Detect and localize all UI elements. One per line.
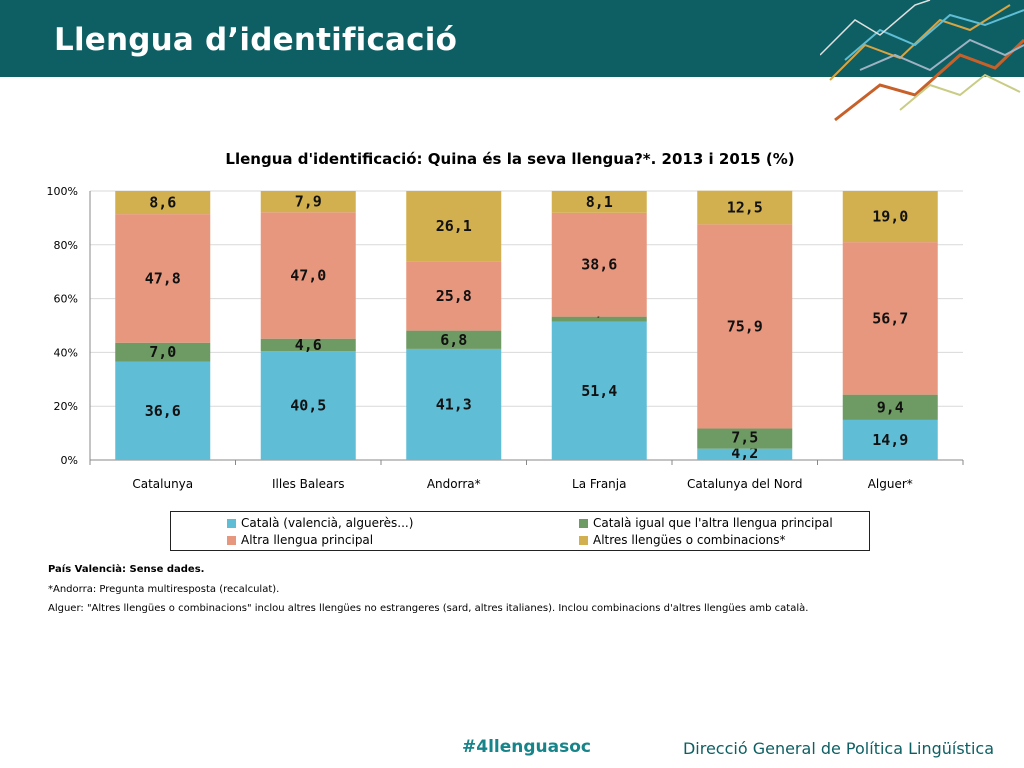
data-label: 19,0 bbox=[872, 208, 908, 226]
organization-name: Direcció General de Política Lingüística bbox=[682, 739, 994, 758]
category-label: Catalunya bbox=[132, 477, 193, 491]
data-label: 8,6 bbox=[149, 194, 176, 212]
legend-swatch bbox=[579, 518, 588, 528]
category-label: Alguer* bbox=[868, 477, 913, 491]
data-label: 40,5 bbox=[290, 397, 326, 415]
bar-segment bbox=[115, 214, 211, 343]
data-label: 9,4 bbox=[877, 398, 904, 416]
data-label: 47,0 bbox=[290, 266, 326, 284]
chart-legend: Català (valencià, alguerès...) Català ig… bbox=[170, 511, 870, 551]
legend-item-altres-llengues: Altres llengües o combinacions* bbox=[579, 533, 786, 547]
data-label: 51,4 bbox=[581, 382, 617, 400]
bar-segment bbox=[406, 330, 502, 349]
legend-item-catala-igual: Català igual que l'altra llengua princip… bbox=[579, 516, 833, 530]
stacked-bar-chart: 0% 20% 40% 60% 80% 100% 36,6 7,0 47,8 8,6 Cataluny… bbox=[47, 185, 964, 491]
y-tick-label: 60% bbox=[54, 293, 78, 306]
bar-segment bbox=[260, 191, 356, 213]
bar-segment bbox=[551, 321, 647, 460]
data-label: 56,7 bbox=[872, 309, 908, 327]
y-tick-label: 20% bbox=[54, 400, 78, 413]
bar-segment bbox=[697, 224, 793, 429]
bar-segment bbox=[697, 448, 793, 460]
data-label: 75,9 bbox=[727, 317, 763, 335]
note-andorra: *Andorra: Pregunta multiresposta (recalc… bbox=[48, 584, 280, 595]
legend-swatch bbox=[227, 535, 236, 545]
data-label: 8,1 bbox=[586, 193, 613, 211]
data-label: 12,5 bbox=[727, 199, 763, 217]
category-label: Catalunya del Nord bbox=[687, 477, 802, 491]
bar-segment bbox=[406, 261, 502, 331]
y-tick-label: 40% bbox=[54, 346, 78, 359]
header-bar: Llengua d’identificació bbox=[0, 0, 1024, 122]
legend-swatch bbox=[227, 518, 236, 528]
bar-segment bbox=[697, 190, 793, 225]
data-label: 6,8 bbox=[440, 331, 467, 349]
note-alguer: Alguer: "Altres llengües o combinacions"… bbox=[48, 603, 809, 614]
y-tick-label: 80% bbox=[54, 239, 78, 252]
bar-segment bbox=[842, 394, 938, 420]
data-label: 7,5 bbox=[731, 429, 758, 447]
bar-segment bbox=[697, 428, 793, 449]
bar-segment bbox=[115, 191, 211, 215]
category-label: Illes Balears bbox=[272, 477, 345, 491]
bar-segment bbox=[842, 419, 938, 460]
bar-segment bbox=[115, 342, 211, 362]
legend-item-catala: Català (valencià, alguerès...) bbox=[227, 516, 413, 530]
bar-segment bbox=[551, 316, 647, 322]
decorative-lines-graphic bbox=[820, 0, 1024, 122]
data-label: 25,8 bbox=[436, 287, 472, 305]
note-pais-valencia: País Valencià: Sense dades. bbox=[48, 564, 205, 575]
bar-segment bbox=[260, 338, 356, 352]
category-label: Andorra* bbox=[427, 477, 481, 491]
bar-segment bbox=[842, 242, 938, 395]
bar-segment bbox=[260, 212, 356, 339]
legend-item-altra-llengua: Altra llengua principal bbox=[227, 533, 373, 547]
bar-segment bbox=[551, 212, 647, 317]
data-label: 36,6 bbox=[145, 402, 181, 420]
data-label: 47,8 bbox=[145, 269, 181, 287]
data-label: 7,9 bbox=[295, 193, 322, 211]
category-label: La Franja bbox=[572, 477, 626, 491]
legend-swatch bbox=[579, 535, 588, 545]
bar-segment bbox=[115, 361, 211, 460]
bar-segment bbox=[406, 348, 502, 460]
page-title: Llengua d’identificació bbox=[54, 22, 458, 58]
hashtag: #4llenguasoc bbox=[462, 737, 591, 757]
bar-segment bbox=[260, 351, 356, 460]
chart-title: Llengua d'identificació: Quina és la sev… bbox=[225, 150, 795, 168]
bar-segment bbox=[842, 191, 938, 243]
data-label: 7,0 bbox=[149, 343, 176, 361]
data-label: 41,3 bbox=[436, 395, 472, 413]
y-tick-label: 0% bbox=[61, 454, 78, 467]
y-tick-label: 100% bbox=[47, 185, 78, 198]
data-label: 38,6 bbox=[581, 256, 617, 274]
data-label: 26,1 bbox=[436, 217, 472, 235]
bar-segment bbox=[406, 191, 502, 262]
data-label: 14,9 bbox=[872, 431, 908, 449]
bar-segment bbox=[551, 191, 647, 213]
data-label: 4,6 bbox=[295, 336, 322, 354]
